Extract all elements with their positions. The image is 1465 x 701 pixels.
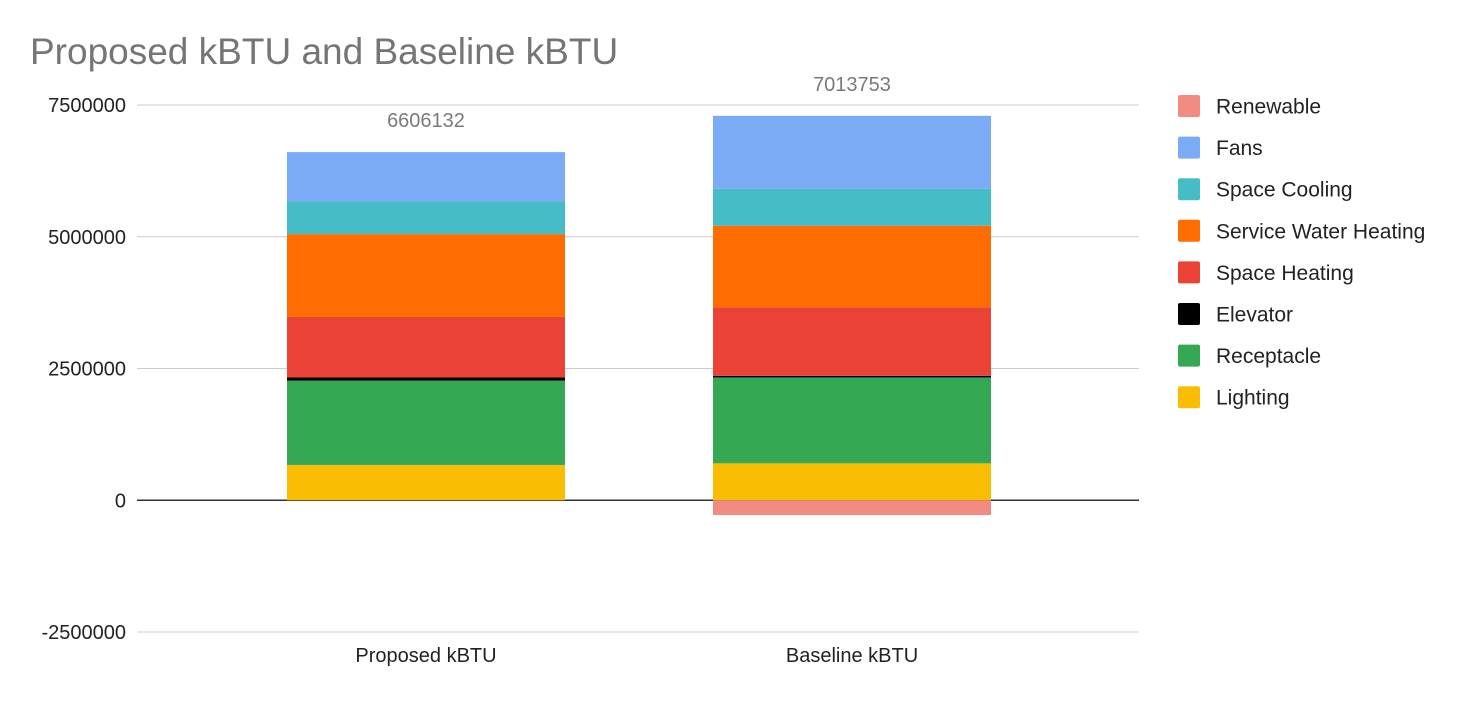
bar-segment-service-water-heating [713, 225, 991, 308]
legend-label: Space Heating [1216, 262, 1354, 285]
legend-label: Service Water Heating [1216, 220, 1425, 243]
legend-swatch [1178, 261, 1200, 284]
legend-swatch [1178, 136, 1200, 159]
legend-swatch [1178, 344, 1200, 367]
legend-label: Lighting [1216, 387, 1290, 410]
y-tick-label: 2500000 [48, 359, 126, 381]
bar-segment-fans [287, 152, 565, 202]
bar-segment-receptacle [713, 377, 991, 464]
x-category-label: Baseline kBTU [786, 645, 918, 667]
bar-segment-fans [713, 115, 991, 189]
y-tick-label: 0 [115, 490, 126, 512]
bar-segment-lighting [713, 463, 991, 501]
legend-label: Fans [1216, 137, 1263, 160]
legend: Renewable Fans Space Cooling Service Water … [1178, 95, 1425, 410]
bar-segment-elevator [287, 377, 565, 381]
legend-swatch [1178, 303, 1200, 325]
legend-label: Space Cooling [1216, 179, 1353, 202]
y-tick-label: -2500000 [41, 622, 126, 644]
bar-segment-renewable [713, 500, 991, 516]
bar-segment-space-cooling [287, 201, 565, 235]
legend-label: Elevator [1216, 304, 1293, 327]
bar-segment-elevator [713, 375, 991, 378]
legend-swatch [1178, 386, 1200, 409]
x-category-label: Proposed kBTU [355, 645, 496, 667]
stack-total-label: 7013753 [813, 74, 891, 96]
bar-segment-lighting [287, 464, 565, 501]
legend-label: Receptacle [1216, 345, 1321, 368]
stack-total-label: 6606132 [387, 110, 465, 132]
axis-labels: 7500000 5000000 2500000 0 -2500000 Proposed k… [41, 95, 918, 667]
legend-swatch [1178, 219, 1200, 242]
bar-segment-space-cooling [713, 188, 991, 226]
y-tick-label: 5000000 [48, 227, 126, 249]
bar-segment-receptacle [287, 380, 565, 465]
chart-title: Proposed kBTU and Baseline kBTU [30, 31, 618, 72]
bar-segment-space-heating [287, 316, 565, 378]
bar-segment-space-heating [713, 307, 991, 376]
y-tick-label: 7500000 [48, 95, 126, 117]
legend-swatch [1178, 95, 1200, 117]
legend-swatch [1178, 178, 1200, 201]
legend-label: Renewable [1216, 96, 1321, 119]
bars: 6606132 7013753 [287, 74, 991, 516]
bar-segment-service-water-heating [287, 234, 565, 317]
